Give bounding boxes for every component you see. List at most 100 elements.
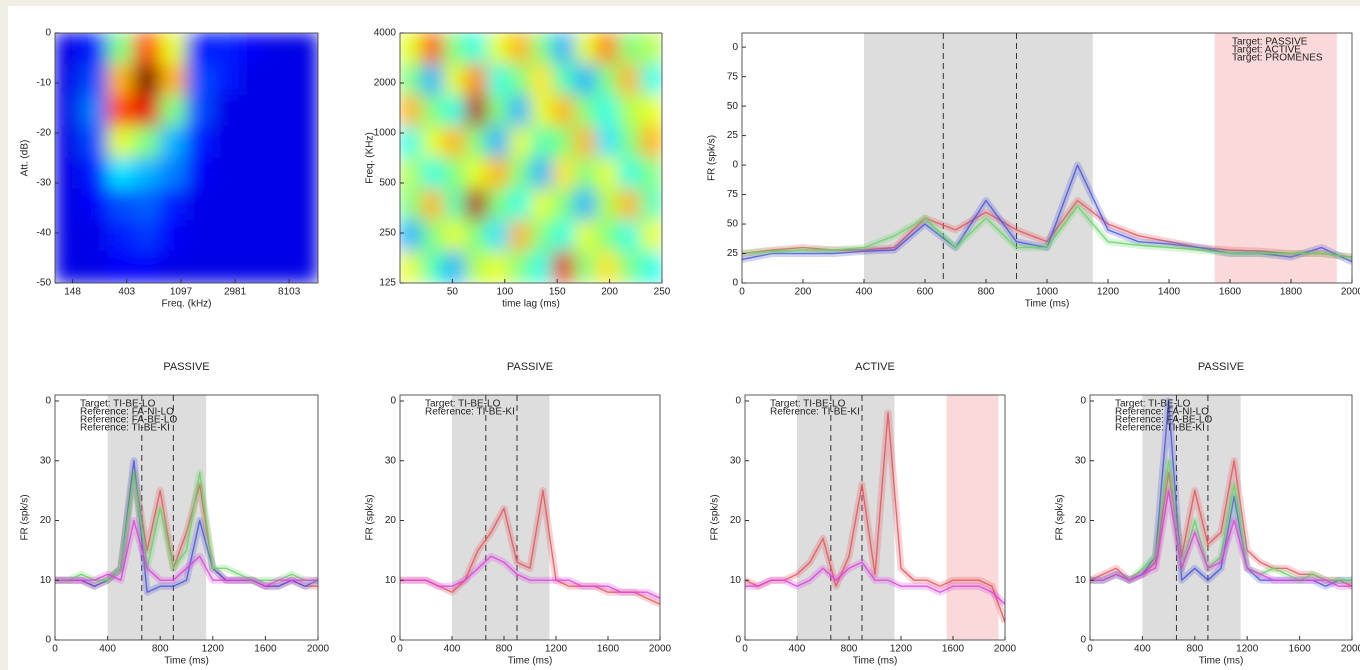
heatmap-cell xyxy=(400,95,423,128)
heatmap-cell xyxy=(596,126,619,159)
shaded-region xyxy=(797,395,895,640)
x-tick-label: 250 xyxy=(654,287,671,298)
heatmap-cell xyxy=(508,188,532,221)
heatmap-cell xyxy=(465,63,488,96)
heatmap-cell xyxy=(596,188,619,221)
y-tick-label: 0 xyxy=(735,396,741,407)
shaded-region xyxy=(1214,33,1337,283)
heatmap-cell xyxy=(574,220,597,253)
y-tick-label: 0 xyxy=(735,635,741,646)
heatmap-cell xyxy=(264,188,293,221)
y-tick-label: 20 xyxy=(1075,515,1087,526)
heatmap-cell xyxy=(159,251,187,283)
heatmap-cell xyxy=(465,126,488,159)
heatmap-cell xyxy=(486,188,510,221)
heatmap-cell xyxy=(80,188,109,221)
x-tick-label: 1000 xyxy=(1036,287,1059,298)
heatmap-cell xyxy=(465,95,488,128)
heatmap-cell xyxy=(465,251,488,283)
y-tick-label: 30 xyxy=(40,455,52,466)
heatmap-cell xyxy=(107,220,135,253)
heatmap-cell xyxy=(400,157,423,190)
heatmap-cell xyxy=(107,95,135,128)
x-tick-label: 8103 xyxy=(278,287,301,298)
y-tick-label: 250 xyxy=(379,228,396,239)
heatmap-cell xyxy=(212,157,240,190)
heatmap-cell xyxy=(400,63,423,96)
x-tick-label: 1600 xyxy=(942,644,965,655)
heatmap-cell xyxy=(443,188,466,221)
x-tick-label: 2000 xyxy=(307,644,330,655)
y-tick-label: 0 xyxy=(45,28,51,39)
y-tick-label: 0 xyxy=(1080,396,1086,407)
y-tick-label: 10 xyxy=(1075,575,1087,586)
heatmap-cell xyxy=(617,157,641,190)
y-tick-label: 0 xyxy=(390,396,396,407)
heatmap-cell xyxy=(617,251,641,283)
heatmap-cell xyxy=(159,220,187,253)
legend-entry: Target: TI-BE-LO xyxy=(80,399,156,410)
heatmap-cell xyxy=(133,33,161,65)
heatmap-cell xyxy=(107,126,135,159)
legend-entry: Reference: FA-BE-LO xyxy=(1115,415,1212,426)
heatmap-cell xyxy=(596,220,619,253)
heatmap-cell xyxy=(159,95,187,128)
heatmap-cell xyxy=(596,157,619,190)
y-tick-label: 30 xyxy=(730,455,742,466)
heatmap-cell xyxy=(421,95,445,128)
x-axis-label: time lag (ms) xyxy=(502,299,560,310)
y-tick-label: 10 xyxy=(40,575,52,586)
y-tick-label: 20 xyxy=(385,515,397,526)
plot-area xyxy=(745,395,1005,640)
y-tick-label: 0 xyxy=(732,160,738,171)
heatmap-cell xyxy=(212,33,240,65)
heatmap-cell xyxy=(264,95,293,128)
heatmap-cell xyxy=(133,63,161,96)
heatmap-cell xyxy=(552,95,576,128)
panel-title: PASSIVE xyxy=(507,361,553,373)
x-tick-label: 1600 xyxy=(1219,287,1242,298)
heatmap-cell xyxy=(400,188,423,221)
heatmap-cell xyxy=(107,251,135,283)
axes-frame xyxy=(399,394,661,641)
heatmap-cell xyxy=(55,33,82,65)
heatmap-cell xyxy=(159,33,187,65)
axes-frame xyxy=(399,32,663,284)
heatmap-cell xyxy=(574,157,597,190)
heatmap-cell xyxy=(55,251,82,283)
plot-area xyxy=(1090,395,1352,640)
heatmap xyxy=(400,33,662,283)
x-tick-label: 1200 xyxy=(1097,287,1120,298)
heatmap-cell xyxy=(508,126,532,159)
heatmap-cell xyxy=(552,188,576,221)
heatmap-cell xyxy=(400,220,423,253)
heatmap-cell xyxy=(212,188,240,221)
legend-entry: Target: PROMENES xyxy=(1232,53,1323,64)
heatmap-cell xyxy=(639,157,662,190)
y-tick-label: 0 xyxy=(1080,635,1086,646)
heatmap-cell xyxy=(421,220,445,253)
heatmap-cell xyxy=(291,251,318,283)
heatmap-cell xyxy=(465,220,488,253)
heatmap-cell xyxy=(639,126,662,159)
heatmap-cell xyxy=(264,251,293,283)
heatmap-cell xyxy=(574,188,597,221)
axes-frame xyxy=(744,394,1006,641)
heatmap-cell xyxy=(617,33,641,65)
heatmap-cell xyxy=(133,188,161,221)
heatmap-cell xyxy=(238,33,266,65)
heatmap-cell xyxy=(133,220,161,253)
plot-area xyxy=(55,33,318,283)
heatmap-cell xyxy=(186,157,214,190)
heatmap-cell xyxy=(530,188,554,221)
heatmap-cell xyxy=(264,126,293,159)
heatmap-cell xyxy=(212,126,240,159)
shaded-region xyxy=(107,395,207,640)
panel: 50 100 150 200 250 125 250 500 1000 2000 4000 time … xyxy=(365,28,671,310)
heatmap-cell xyxy=(291,188,318,221)
x-axis-label: Time (ms) xyxy=(164,656,209,667)
y-tick-label: -40 xyxy=(37,228,52,239)
heatmap-cell xyxy=(486,63,510,96)
